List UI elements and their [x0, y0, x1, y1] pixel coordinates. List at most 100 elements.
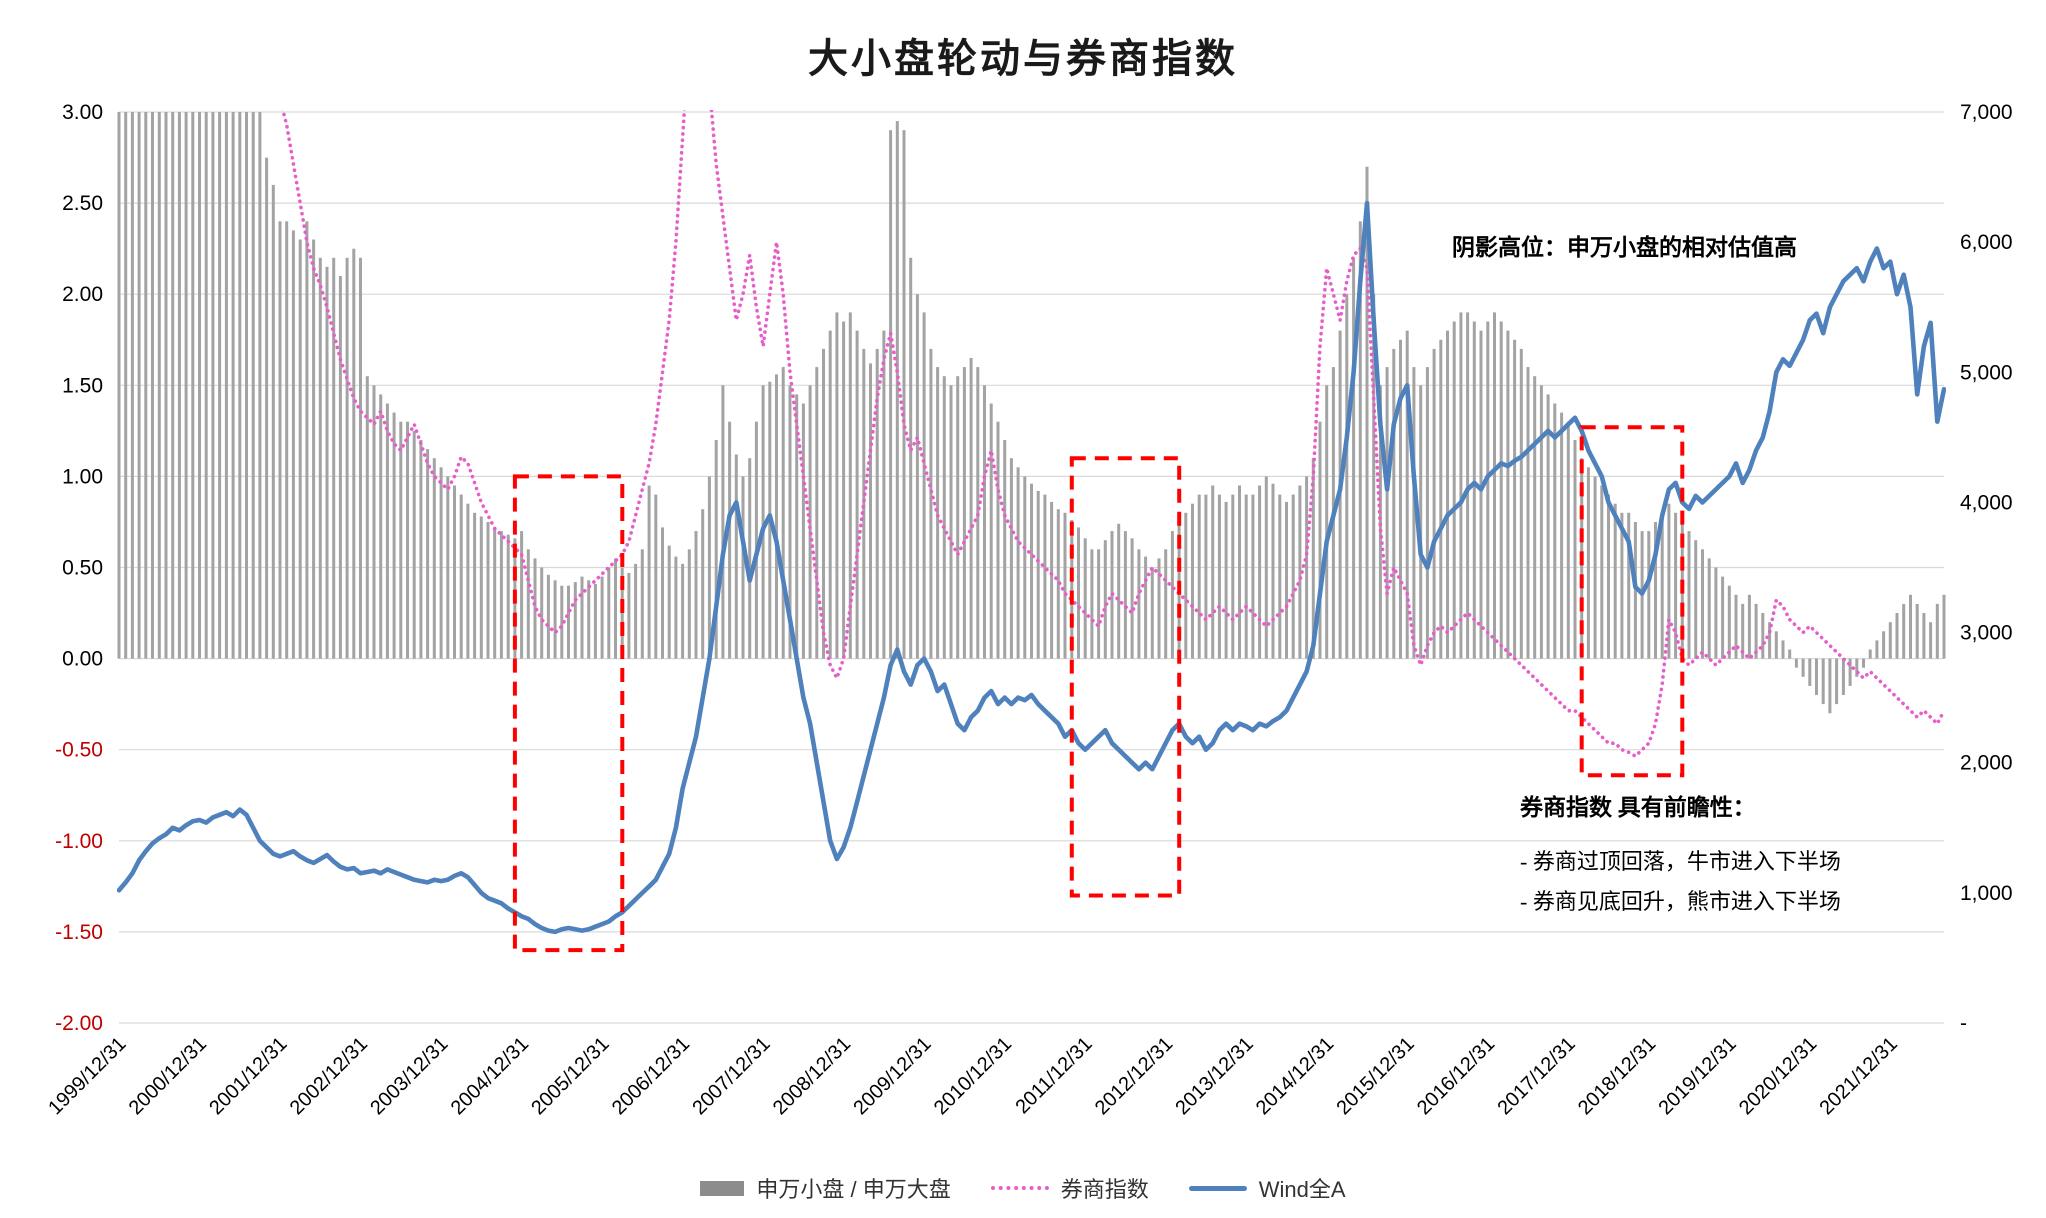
bar: [1794, 658, 1798, 668]
bar: [406, 421, 409, 659]
legend-item-wind-all-a: Wind全A: [1188, 1172, 1346, 1204]
bar: [1204, 494, 1208, 659]
bar: [674, 556, 678, 659]
bar: [560, 585, 564, 659]
bar: [1815, 658, 1818, 695]
bar: [1935, 603, 1939, 659]
bar: [1539, 385, 1543, 659]
bar: [942, 376, 946, 659]
bar: [869, 363, 872, 659]
bar: [1405, 330, 1409, 659]
x-axis-tick: 2015/12/31: [1332, 1033, 1418, 1119]
bar: [1043, 494, 1047, 659]
bar: [1942, 594, 1946, 659]
annotation-broker-point-2: - 券商见底回升，熊市进入下半场: [1520, 889, 1841, 914]
bar: [1734, 594, 1738, 659]
chart-title: 大小盘轮动与券商指数: [808, 36, 1238, 81]
left-axis-tick: -0.50: [55, 739, 103, 762]
bar: [593, 583, 597, 659]
bar: [1828, 658, 1832, 714]
bar: [526, 549, 530, 659]
bar: [1150, 567, 1154, 659]
x-axis-tick: 2007/12/31: [688, 1033, 774, 1119]
bar: [1761, 613, 1765, 659]
bar: [365, 376, 369, 659]
x-axis-tick: 2010/12/31: [930, 1033, 1016, 1119]
bar: [432, 458, 436, 659]
bar: [245, 112, 248, 659]
bar: [224, 112, 228, 659]
bar: [1184, 512, 1188, 659]
bar: [707, 476, 711, 659]
bar: [1137, 549, 1141, 659]
bar: [600, 576, 604, 659]
bar: [956, 376, 960, 659]
bar: [1144, 556, 1148, 659]
right-axis-tick: 6,000: [1960, 231, 2013, 254]
bar: [1929, 622, 1933, 659]
bar: [1513, 339, 1517, 659]
bar: [1882, 631, 1886, 659]
bar: [634, 563, 638, 659]
bar: [909, 257, 913, 659]
bar: [882, 330, 886, 659]
bar: [1352, 257, 1356, 659]
bar: [1714, 567, 1718, 659]
bar: [1063, 512, 1067, 659]
bar: [1432, 348, 1436, 659]
bar: [1909, 594, 1912, 659]
bar: [305, 221, 309, 659]
right-axis-tick: 4,000: [1960, 491, 2013, 514]
bar: [1774, 631, 1778, 659]
annotation-shadow-note: 阴影高位：申万小盘的相对估值高: [1452, 235, 1797, 260]
bar: [1251, 494, 1255, 659]
x-axis-tick: 2001/12/31: [205, 1033, 291, 1119]
bar: [915, 294, 919, 659]
bar: [1493, 312, 1496, 659]
bar: [815, 367, 819, 659]
x-axis-tick: 2021/12/31: [1816, 1033, 1902, 1119]
bar: [654, 494, 658, 659]
highlight-box: [1579, 425, 1685, 778]
bar: [211, 112, 215, 659]
bar: [144, 112, 148, 659]
legend-label-broker-index: 券商指数: [1060, 1177, 1149, 1202]
bar: [473, 512, 477, 659]
bar: [499, 531, 503, 659]
bar: [1117, 523, 1121, 659]
bar: [1244, 494, 1248, 659]
bar: [171, 112, 175, 659]
wind-all-a-line: [117, 200, 1946, 935]
x-axis-tick: 2003/12/31: [366, 1033, 452, 1119]
bar: [1238, 485, 1241, 659]
bar: [466, 503, 470, 659]
bar: [587, 580, 591, 659]
bar: [862, 348, 866, 659]
bar: [754, 421, 758, 659]
bar: [1224, 501, 1228, 659]
bar: [1801, 658, 1805, 677]
bar: [1264, 476, 1268, 659]
bar: [822, 348, 825, 659]
bar: [1083, 538, 1087, 659]
bar: [251, 112, 255, 659]
left-axis-tick: -2.00: [55, 1012, 103, 1035]
bar: [694, 531, 698, 659]
bar: [439, 467, 443, 659]
bar: [1687, 531, 1691, 659]
bar: [385, 403, 389, 659]
bar: [1003, 440, 1007, 659]
bar: [1613, 503, 1617, 659]
bar: [1023, 476, 1027, 659]
bar: [345, 257, 349, 659]
bar: [1446, 330, 1449, 659]
highlight-box: [1069, 456, 1182, 898]
bar: [164, 112, 168, 659]
left-axis-tick: 3.00: [62, 101, 103, 124]
bar: [1472, 321, 1476, 659]
bar: [1768, 622, 1772, 659]
bar: [1848, 658, 1852, 686]
bar: [1835, 658, 1839, 705]
x-axis-tick: 2002/12/31: [286, 1033, 372, 1119]
bar: [1157, 558, 1161, 659]
